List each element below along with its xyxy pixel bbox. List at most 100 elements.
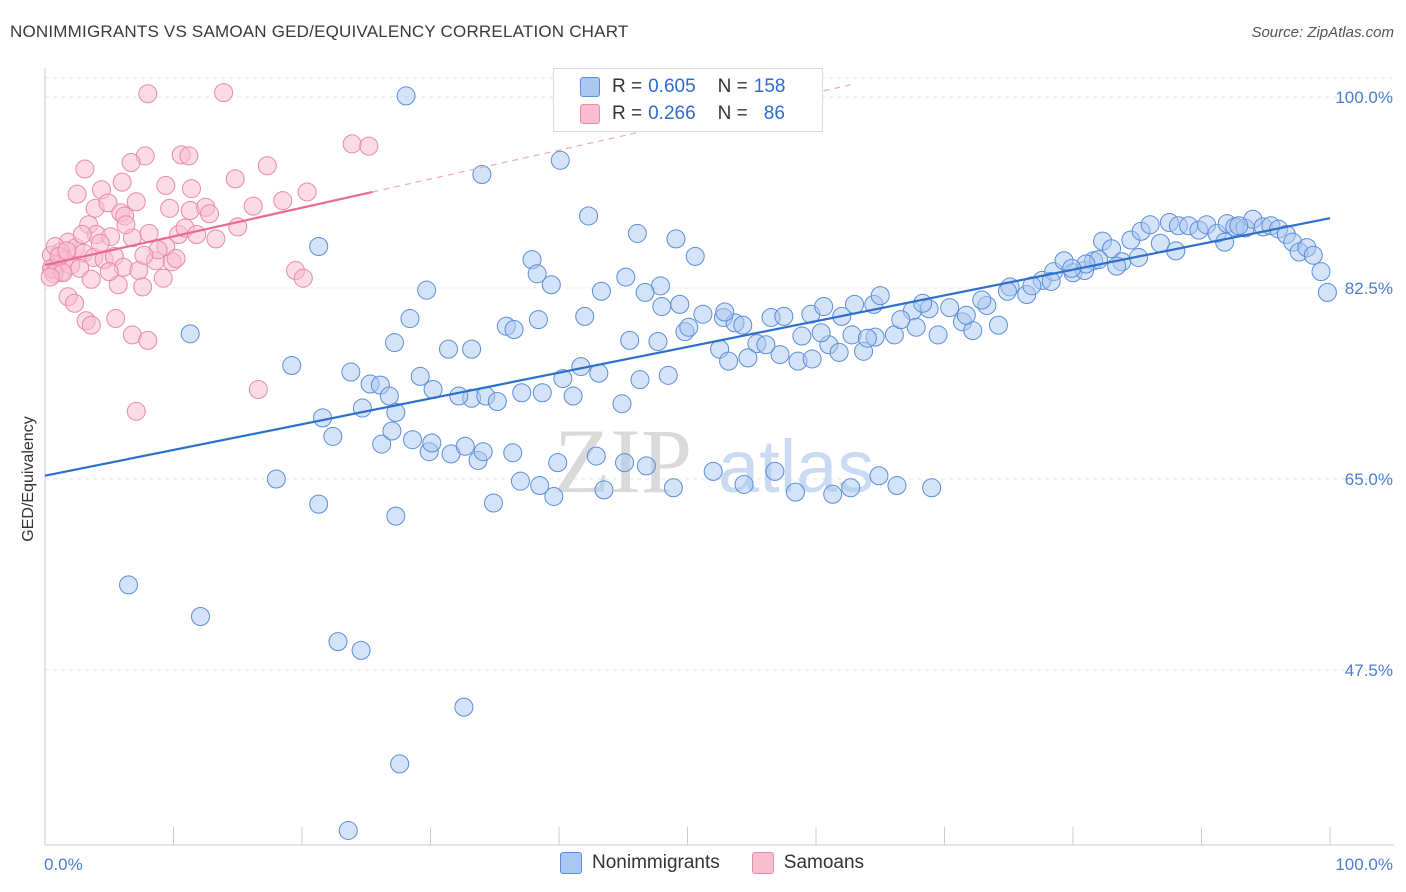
tick-labels: 100.0% 82.5% 65.0% 47.5% 0.0% 100.0% bbox=[44, 88, 1393, 874]
nonimmigrants-point bbox=[510, 471, 530, 491]
legend-n-value: 158 bbox=[753, 76, 786, 97]
legend-swatch-pink bbox=[580, 104, 600, 124]
samoans-point bbox=[57, 241, 77, 261]
nonimmigrants-point bbox=[454, 697, 474, 717]
nonimmigrants-point bbox=[956, 305, 976, 325]
nonimmigrants-point bbox=[266, 469, 286, 489]
nonimmigrants-point bbox=[386, 402, 406, 422]
nonimmigrants-point bbox=[483, 493, 503, 513]
nonimmigrants-point bbox=[591, 281, 611, 301]
nonimmigrants-point bbox=[503, 443, 523, 463]
nonimmigrants-point bbox=[869, 466, 889, 486]
nonimmigrants-point bbox=[663, 478, 683, 498]
nonimmigrants-point bbox=[792, 326, 812, 346]
x-tick-label: 0.0% bbox=[44, 855, 83, 874]
samoans-point bbox=[248, 380, 268, 400]
nonimmigrants-point bbox=[733, 315, 753, 335]
nonimmigrants-point bbox=[1303, 245, 1323, 265]
nonimmigrants-point bbox=[563, 386, 583, 406]
nonimmigrants-point bbox=[379, 386, 399, 406]
samoans-point bbox=[179, 146, 199, 166]
samoans-point bbox=[160, 198, 180, 218]
samoans-point bbox=[134, 245, 154, 265]
bottom-legend-label: Nonimmigrants bbox=[592, 852, 720, 873]
y-tick-label: 100.0% bbox=[1335, 88, 1393, 107]
legend-n-label: N = bbox=[717, 103, 748, 124]
nonimmigrants-point bbox=[417, 280, 437, 300]
nonimmigrants-point bbox=[648, 331, 668, 351]
samoans-point bbox=[166, 249, 186, 269]
nonimmigrants-point bbox=[487, 392, 507, 412]
nonimmigrants-point bbox=[988, 315, 1008, 335]
nonimmigrants-point bbox=[396, 86, 416, 106]
legend-r-value: 0.266 bbox=[648, 103, 696, 124]
legend-r-label: R = bbox=[612, 76, 643, 97]
nonimmigrants-point bbox=[550, 150, 570, 170]
nonimmigrants-point bbox=[679, 317, 699, 337]
nonimmigrants-point bbox=[1041, 271, 1061, 291]
nonimmigrants-point bbox=[328, 632, 348, 652]
x-tick-label: 100.0% bbox=[1335, 855, 1393, 874]
nonimmigrants-point bbox=[870, 286, 890, 306]
bottom-legend-label: Samoans bbox=[783, 852, 865, 873]
nonimmigrants-point bbox=[372, 434, 392, 454]
samoans-point bbox=[138, 84, 158, 104]
nonimmigrants-point bbox=[594, 480, 614, 500]
samoans-point bbox=[106, 309, 126, 329]
nonimmigrants-point bbox=[814, 297, 834, 317]
nonimmigrants-point bbox=[385, 333, 405, 353]
nonimmigrants-point bbox=[1215, 232, 1235, 252]
samoans-point bbox=[121, 152, 141, 172]
nonimmigrants-point bbox=[1102, 239, 1122, 259]
y-tick-label: 82.5% bbox=[1345, 279, 1393, 298]
y-tick-label: 47.5% bbox=[1345, 661, 1393, 680]
samoans-point bbox=[72, 225, 92, 245]
samoans-point bbox=[126, 401, 146, 421]
nonimmigrants-point bbox=[462, 339, 482, 359]
samoans-point bbox=[65, 293, 85, 313]
samoans-points bbox=[40, 83, 379, 421]
samoans-point bbox=[126, 192, 146, 212]
nonimmigrants-point bbox=[756, 335, 776, 355]
nonimmigrants-point bbox=[553, 369, 573, 389]
nonimmigrants-point bbox=[770, 345, 790, 365]
nonimmigrants-point bbox=[528, 310, 548, 330]
samoans-point bbox=[225, 169, 245, 189]
samoans-point bbox=[273, 191, 293, 211]
nonimmigrants-point bbox=[928, 325, 948, 345]
nonimmigrants-point bbox=[842, 325, 862, 345]
nonimmigrants-point bbox=[527, 264, 547, 284]
chart-title: NONIMMIGRANTS VS SAMOAN GED/EQUIVALENCY … bbox=[10, 22, 629, 41]
nonimmigrants-point bbox=[422, 433, 442, 453]
nonimmigrants-point bbox=[504, 319, 524, 339]
nonimmigrants-point bbox=[823, 484, 843, 504]
nonimmigrants-point bbox=[449, 386, 469, 406]
samoans-point bbox=[293, 268, 313, 288]
nonimmigrants-point bbox=[532, 383, 552, 403]
nonimmigrants-trend-line bbox=[44, 217, 1331, 477]
nonimmigrants-point bbox=[1229, 216, 1249, 236]
nonimmigrants-point bbox=[119, 575, 139, 595]
nonimmigrants-point bbox=[972, 290, 992, 310]
nonimmigrants-point bbox=[390, 754, 410, 774]
nonimmigrants-point bbox=[282, 355, 302, 375]
bottom-legend-samoans: Samoans bbox=[751, 852, 865, 874]
nonimmigrants-point bbox=[703, 461, 723, 481]
nonimmigrants-point bbox=[323, 426, 343, 446]
nonimmigrants-point bbox=[802, 349, 822, 369]
nonimmigrants-point bbox=[765, 461, 785, 481]
nonimmigrants-point bbox=[829, 342, 849, 362]
nonimmigrants-point bbox=[913, 293, 933, 313]
nonimmigrants-point bbox=[341, 362, 361, 382]
nonimmigrants-point bbox=[512, 383, 532, 403]
nonimmigrants-point bbox=[715, 302, 735, 322]
samoans-point bbox=[180, 201, 200, 221]
nonimmigrants-point bbox=[1140, 215, 1160, 235]
legend-swatch-blue bbox=[580, 77, 600, 97]
nonimmigrants-point bbox=[734, 474, 754, 494]
legend-n-value: 86 bbox=[763, 103, 785, 124]
nonimmigrants-point bbox=[1317, 282, 1337, 302]
nonimmigrants-point bbox=[438, 339, 458, 359]
samoans-point bbox=[75, 159, 95, 179]
